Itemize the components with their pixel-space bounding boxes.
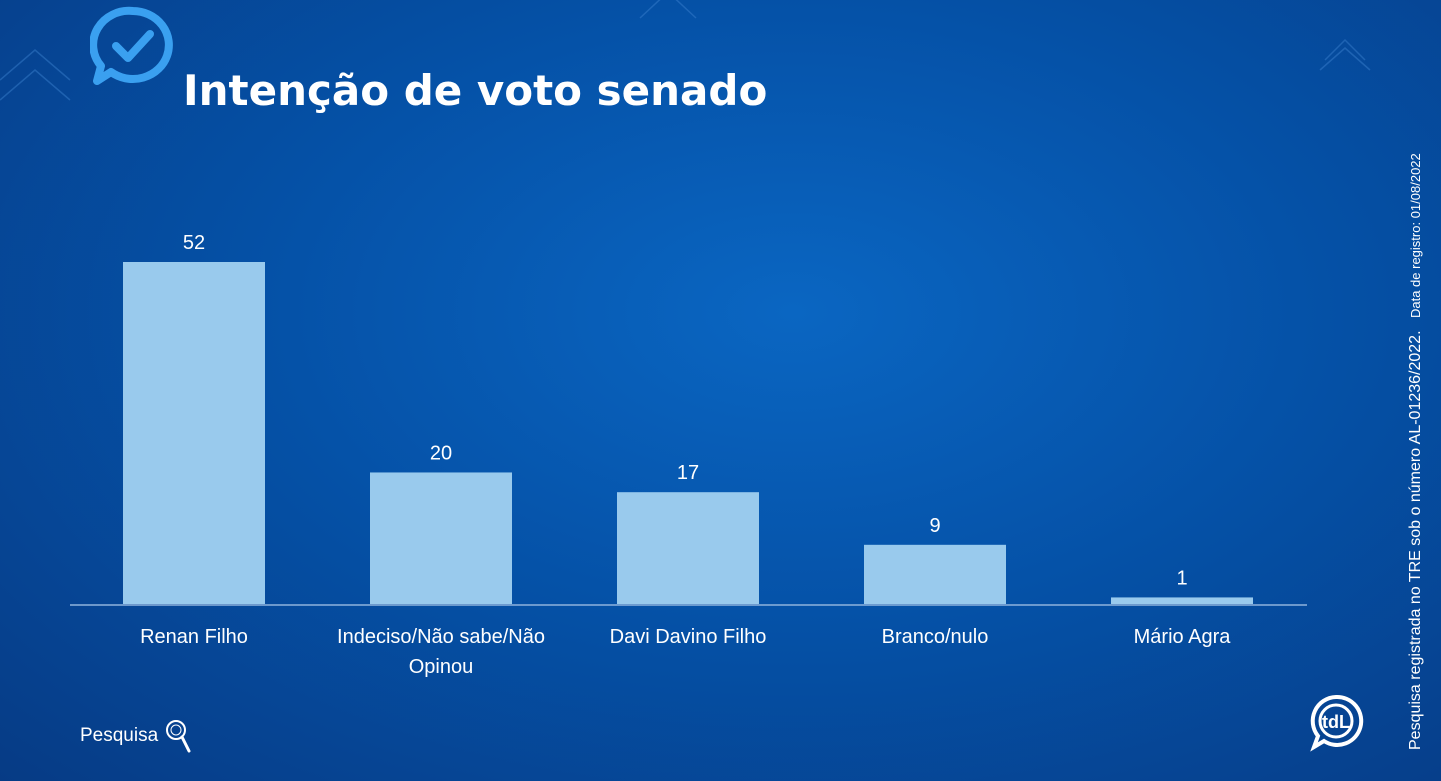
- category-label: Renan Filho: [140, 626, 248, 648]
- bar: [617, 492, 759, 604]
- data-label: 52: [183, 232, 205, 254]
- registration-main: Pesquisa registrada no TRE sob o número …: [1407, 330, 1424, 750]
- data-label: 9: [929, 515, 940, 537]
- data-label: 1: [1176, 567, 1187, 589]
- bar: [1111, 597, 1253, 604]
- data-label: 20: [430, 442, 452, 464]
- bar: [864, 544, 1006, 604]
- bar: [123, 262, 265, 604]
- magnifier-icon: [166, 720, 191, 753]
- pesquisa-label: Pesquisa: [80, 725, 159, 746]
- category-label: Branco/nulo: [882, 626, 989, 648]
- registration-date: Data de registro: 01/08/2022: [1408, 153, 1423, 318]
- registration-note: Pesquisa registrada no TRE sob o número …: [1400, 30, 1430, 750]
- category-label: Opinou: [409, 656, 474, 678]
- check-bubble-icon: [90, 6, 173, 85]
- pesquisa-brand: Pesquisa: [80, 718, 192, 754]
- data-label: 17: [677, 462, 699, 484]
- registration-text: Pesquisa registrada no TRE sob o número …: [1407, 153, 1424, 750]
- page-title: Intenção de voto senado: [183, 66, 768, 115]
- category-label: Indeciso/Não sabe/Não: [337, 626, 545, 648]
- tdl-logo-icon: tdL: [1310, 694, 1364, 752]
- category-label: Mário Agra: [1134, 626, 1232, 648]
- category-label: Davi Davino Filho: [610, 626, 767, 648]
- tdl-logo-text: tdL: [1322, 712, 1350, 732]
- bar: [370, 472, 512, 604]
